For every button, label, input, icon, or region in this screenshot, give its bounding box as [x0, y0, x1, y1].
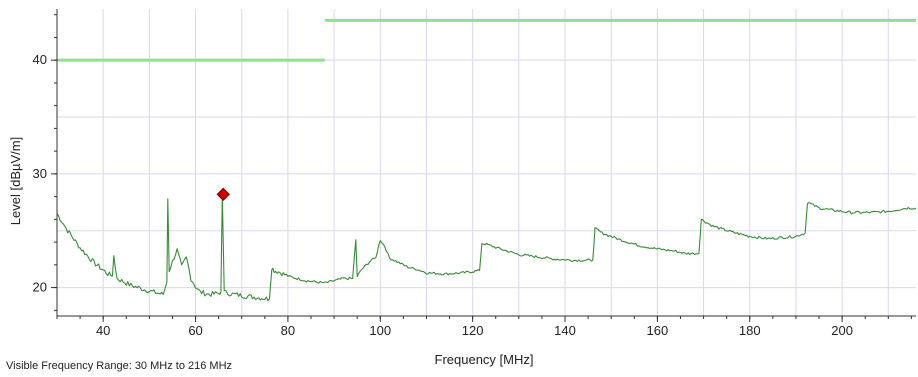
- y-tick-label: 40: [33, 52, 47, 67]
- x-tick-label: 80: [281, 323, 295, 338]
- x-tick-label: 60: [188, 323, 202, 338]
- visible-range-note: Visible Frequency Range: 30 MHz to 216 M…: [6, 360, 233, 372]
- x-tick-label: 180: [739, 323, 761, 338]
- peak-marker[interactable]: [216, 187, 230, 202]
- x-tick-label: 160: [647, 323, 669, 338]
- x-tick-label: 120: [462, 323, 484, 338]
- measurement-trace: [56, 193, 917, 302]
- x-tick-label: 40: [96, 323, 110, 338]
- x-tick-label: 140: [554, 323, 576, 338]
- y-tick-label: 20: [33, 280, 47, 295]
- y-axis-title: Level [dBµV/m]: [8, 137, 23, 225]
- measurement-traces: [56, 193, 917, 302]
- x-tick-label: 100: [369, 323, 391, 338]
- x-tick-label: 200: [831, 323, 853, 338]
- axes: 40 60 80 100 120 140 160 180 200 20 30 40: [33, 9, 916, 338]
- marker-layer[interactable]: [216, 187, 230, 202]
- grid-lines: [56, 9, 916, 316]
- x-axis-title: Frequency [MHz]: [435, 352, 534, 367]
- y-tick-label: 30: [33, 166, 47, 181]
- limit-lines: [57, 18, 916, 62]
